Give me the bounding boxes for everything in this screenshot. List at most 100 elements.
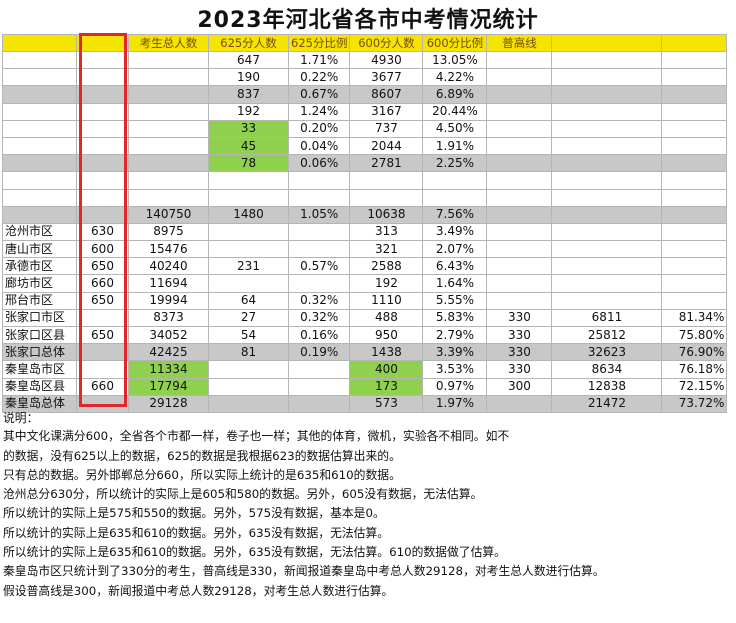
table-cell: 1.91% xyxy=(422,136,488,156)
table-cell: 650 xyxy=(76,325,129,345)
table-cell xyxy=(551,136,663,156)
table-cell xyxy=(551,188,663,207)
table-cell xyxy=(128,154,209,173)
table-row: 192 1.24% 3167 20.44% xyxy=(2,102,728,121)
table-cell xyxy=(349,188,424,207)
table-cell xyxy=(287,240,351,259)
table-cell xyxy=(551,222,663,242)
table-row: 唐山市区 600 15476 321 2.07% xyxy=(2,240,728,259)
table-header-row: 考生总人数 625分人数 625分比例 600分人数 600分比例 普高线 xyxy=(2,34,728,52)
table-cell: 40240 xyxy=(128,257,209,276)
note-line: 只有总的数据。另外邯郸总分660，所以实际上统计的是635和610的数据。 xyxy=(3,467,401,482)
table-cell xyxy=(551,119,663,138)
table-cell xyxy=(76,343,129,362)
table-cell xyxy=(661,274,728,293)
table-cell: 737 xyxy=(349,119,424,138)
table-cell xyxy=(661,102,728,121)
table-cell xyxy=(486,291,553,310)
table-cell xyxy=(486,136,553,156)
table-cell xyxy=(422,188,488,207)
region-cell xyxy=(2,171,77,190)
table-cell xyxy=(486,50,553,70)
header-cell xyxy=(76,34,129,52)
table-cell xyxy=(661,171,728,190)
table-cell xyxy=(208,360,289,379)
table-cell xyxy=(422,171,488,190)
table-cell xyxy=(661,222,728,242)
page-title: 2023年河北省各市中考情况统计 xyxy=(197,8,539,33)
table-cell xyxy=(76,154,129,173)
table-cell: 650 xyxy=(76,291,129,310)
region-cell: 沧州市区 xyxy=(2,222,77,242)
table-cell: 5.83% xyxy=(422,308,488,328)
table-cell: 190 xyxy=(208,68,289,87)
table-row: 秦皇岛区县 660 17794 173 0.97% 300 12838 72.15% xyxy=(2,377,728,396)
table-cell: 25812 xyxy=(551,325,663,345)
table-cell xyxy=(661,50,728,70)
table-cell xyxy=(128,102,209,121)
table-cell: 488 xyxy=(349,308,424,328)
table-cell: 2044 xyxy=(349,136,424,156)
table-cell xyxy=(287,274,351,293)
notes-section: 说明： 其中文化课满分600，全省各个市都一样，卷子也一样；其他的体育，微机，实… xyxy=(3,409,733,601)
table-row: 邢台市区 650 19994 64 0.32% 1110 5.55% xyxy=(2,291,728,310)
table-cell: 10638 xyxy=(349,205,424,224)
table-cell: 192 xyxy=(349,274,424,293)
table-row: 秦皇岛市区 11334 400 3.53% 330 8634 76.18% xyxy=(2,360,728,379)
table-cell: 321 xyxy=(349,240,424,259)
table-cell xyxy=(76,360,129,379)
table-cell: 0.19% xyxy=(287,343,351,362)
table-cell: 4930 xyxy=(349,50,424,70)
region-cell xyxy=(2,154,77,173)
table-cell: 647 xyxy=(208,50,289,70)
table-cell: 0.32% xyxy=(287,308,351,328)
table-cell xyxy=(551,257,663,276)
table-cell xyxy=(661,68,728,87)
table-cell xyxy=(486,102,553,121)
table-cell: 630 xyxy=(76,222,129,242)
table-cell xyxy=(76,394,129,413)
table-cell: 8975 xyxy=(128,222,209,242)
table-cell: 0.67% xyxy=(287,85,351,104)
table-cell: 42425 xyxy=(128,343,209,362)
table-cell xyxy=(208,222,289,242)
table-cell: 33 xyxy=(208,119,289,138)
table-cell: 600 xyxy=(76,240,129,259)
table-cell xyxy=(287,377,351,396)
region-cell: 秦皇岛区县 xyxy=(2,377,77,396)
table-cell xyxy=(661,257,728,276)
region-cell xyxy=(2,50,77,70)
region-cell xyxy=(2,85,77,104)
table-cell: 1.97% xyxy=(422,394,488,413)
note-line: 秦皇岛市区只统计到了330分的考生，普高线是330，新闻报道秦皇岛中考总人数29… xyxy=(3,564,605,579)
table-cell xyxy=(486,240,553,259)
table-cell: 0.04% xyxy=(287,136,351,156)
table-cell xyxy=(551,154,663,173)
table-cell xyxy=(486,85,553,104)
table-cell: 81.34% xyxy=(661,308,728,328)
header-cell: 普高线 xyxy=(486,34,553,52)
table-cell xyxy=(486,222,553,242)
region-cell: 承德市区 xyxy=(2,257,77,276)
table-cell xyxy=(486,257,553,276)
table-cell xyxy=(128,68,209,87)
table-cell: 173 xyxy=(349,377,424,396)
table-cell xyxy=(128,85,209,104)
table-cell: 64 xyxy=(208,291,289,310)
table-row: 张家口市区 8373 27 0.32% 488 5.83% 330 6811 81.34% xyxy=(2,308,728,328)
header-cell xyxy=(551,34,663,52)
table-cell: 4.50% xyxy=(422,119,488,138)
table-cell xyxy=(551,102,663,121)
region-cell: 廊坊市区 xyxy=(2,274,77,293)
table-cell xyxy=(76,50,129,70)
note-line: 所以统计的实际上是635和610的数据。另外，635没有数据，无法估算。610的… xyxy=(3,545,506,560)
table-cell xyxy=(208,274,289,293)
table-cell: 1.05% xyxy=(287,205,351,224)
table-cell: 660 xyxy=(76,274,129,293)
table-cell xyxy=(661,136,728,156)
table-cell xyxy=(661,154,728,173)
table-cell xyxy=(486,188,553,207)
header-cell: 625分人数 xyxy=(208,34,289,52)
table-cell: 2.07% xyxy=(422,240,488,259)
table-cell xyxy=(349,171,424,190)
